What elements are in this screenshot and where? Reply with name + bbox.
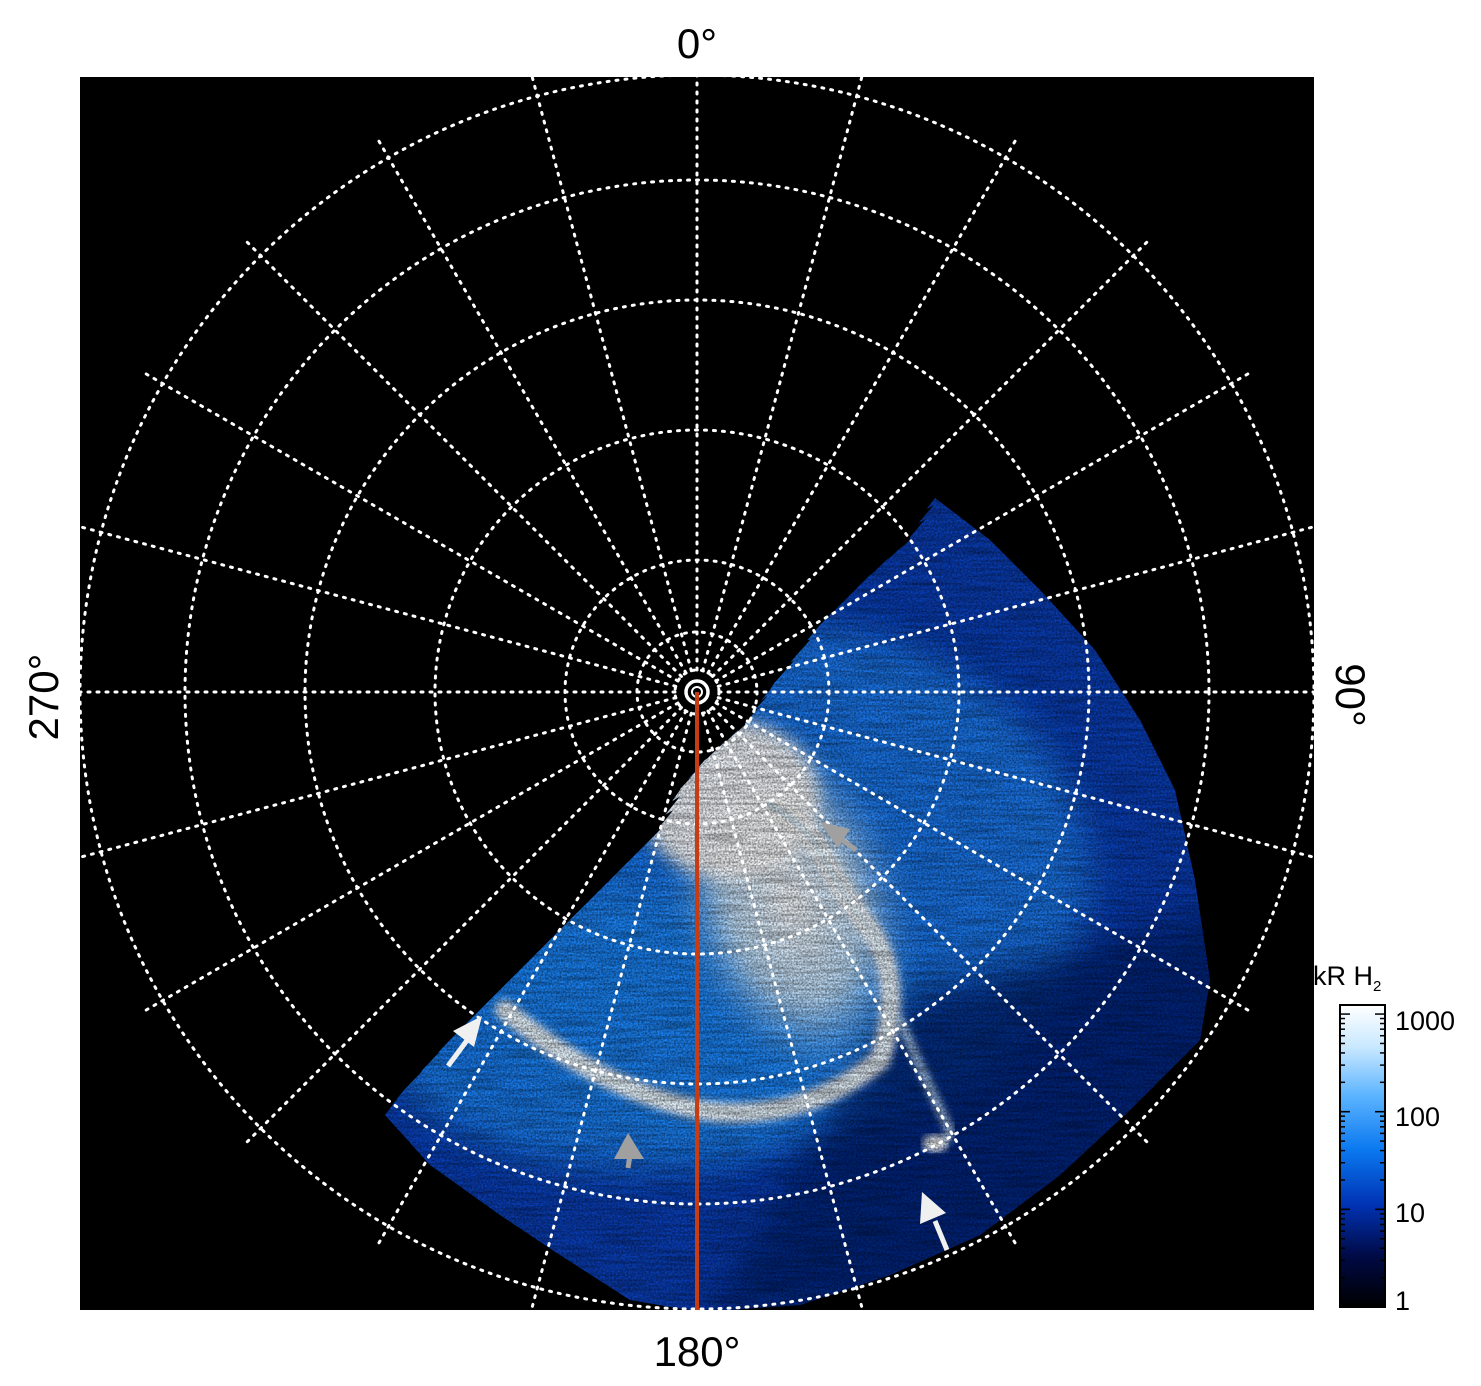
longitude-line <box>701 711 865 1310</box>
colorbar-tick-1000: 1000 <box>1395 1006 1455 1036</box>
longitude-line <box>711 237 1152 678</box>
longitude-line <box>80 525 678 688</box>
longitude-line <box>706 709 1019 1248</box>
longitude-line <box>242 706 683 1147</box>
colorbar: kR H2 1000 100 10 1 <box>1313 961 1455 1316</box>
label-left: 270° <box>20 654 67 741</box>
longitude-line <box>141 701 680 1014</box>
longitude-line <box>529 711 693 1310</box>
grey-arrow-upper <box>820 822 858 853</box>
longitude-line <box>716 696 1314 859</box>
longitude-line <box>701 77 864 673</box>
longitude-line <box>716 525 1314 688</box>
longitude-line <box>714 370 1253 683</box>
longitude-line <box>706 136 1019 675</box>
latitude-circle <box>433 428 961 956</box>
longitude-line <box>711 706 1152 1147</box>
longitude-line <box>714 701 1253 1014</box>
colorbar-tick-100: 100 <box>1395 1102 1440 1132</box>
colorbar-title: kR H2 <box>1313 961 1381 995</box>
colorbar-tick-10: 10 <box>1395 1198 1425 1228</box>
longitude-line <box>80 696 678 859</box>
label-top: 0° <box>677 20 717 67</box>
annotation-arrows <box>445 822 950 1251</box>
longitude-line <box>530 77 693 673</box>
grey-arrow-lower <box>614 1133 644 1169</box>
longitude-line <box>375 709 688 1248</box>
colorbar-tick-1: 1 <box>1395 1286 1410 1316</box>
label-right: 90° <box>1327 663 1374 727</box>
white-arrow-left <box>445 1016 482 1068</box>
white-arrow-bottom <box>920 1192 950 1251</box>
colorbar-gradient <box>1339 1004 1386 1308</box>
longitude-line <box>141 370 680 683</box>
label-bottom: 180° <box>654 1328 741 1375</box>
longitude-line <box>375 136 688 675</box>
longitude-line <box>242 237 683 678</box>
